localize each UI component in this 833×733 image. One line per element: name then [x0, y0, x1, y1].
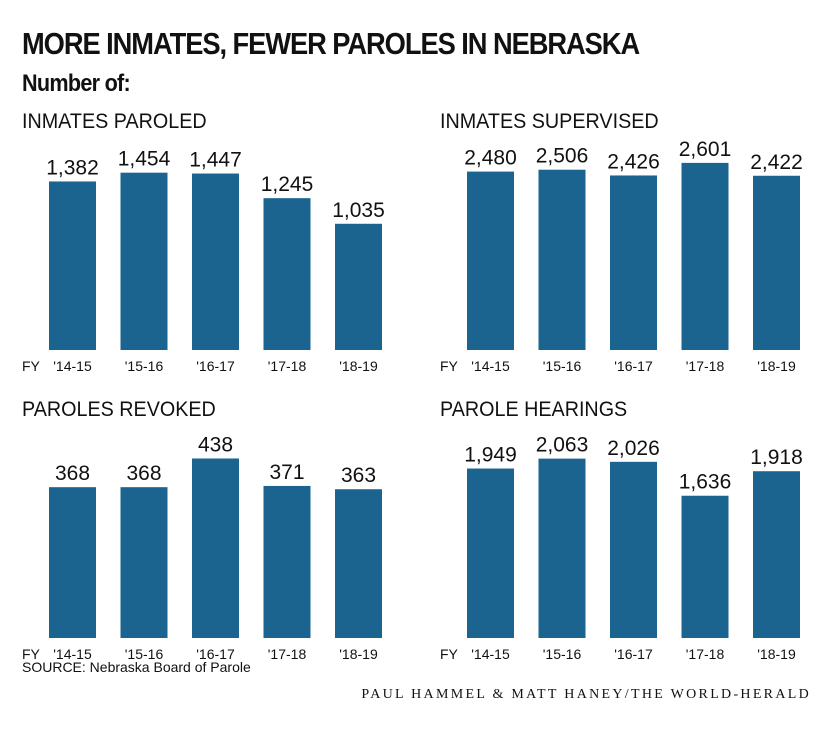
value-label-2: 1,454 [118, 148, 171, 171]
value-label-1: 1,382 [46, 156, 99, 179]
tick-label-2: '15-16 [125, 358, 164, 374]
bar-3 [192, 458, 239, 638]
tick-label-1: '14-15 [471, 358, 510, 374]
value-label-5: 2,422 [750, 151, 803, 174]
panel-inmates-supervised: INMATES SUPERVISED FY 2,480 '14-15 2,506 '15… [440, 110, 833, 380]
tick-label-2: '15-16 [125, 646, 164, 662]
value-label-4: 1,245 [261, 173, 314, 196]
source-note: SOURCE: Nebraska Board of Parole [22, 659, 251, 675]
bar-3 [610, 175, 657, 350]
bar-5 [753, 175, 800, 350]
value-label-3: 2,026 [607, 437, 660, 460]
tick-label-3: '16-17 [614, 358, 653, 374]
value-label-5: 1,035 [332, 199, 385, 222]
value-label-2: 2,063 [536, 434, 589, 457]
tick-label-3: '16-17 [614, 646, 653, 662]
tick-label-3: '16-17 [196, 646, 235, 662]
bar-4 [681, 495, 729, 638]
credit-line: PAUL HAMMEL & MATT HANEY/THE WORLD-HERAL… [361, 687, 811, 702]
bar-1 [467, 468, 514, 638]
bar-1 [49, 181, 96, 350]
tick-label-1: '14-15 [471, 646, 510, 662]
value-label-3: 1,447 [189, 149, 242, 172]
value-label-1: 1,949 [464, 444, 517, 467]
tick-label-2: '15-16 [543, 646, 582, 662]
bar-1 [467, 171, 514, 350]
tick-label-1: '14-15 [53, 646, 92, 662]
panel-paroles-revoked: PAROLES REVOKED FY 368 '14-15 368 '15-16 438 '… [22, 398, 422, 668]
panel-title: INMATES SUPERVISED [440, 110, 659, 133]
chart-subtitle: Number of: [22, 70, 131, 97]
value-label-5: 1,918 [750, 446, 803, 469]
bar-chart-inmates-supervised: FY 2,480 '14-15 2,506 '15-16 2,426 '16-17 2,601… [440, 138, 803, 374]
bar-2 [538, 169, 586, 350]
tick-label-3: '16-17 [196, 358, 235, 374]
bar-chart-paroles-revoked: FY 368 '14-15 368 '15-16 438 '16-17 371 '17-18 36… [22, 433, 382, 662]
value-label-2: 368 [126, 462, 161, 485]
bar-4 [681, 162, 729, 350]
value-label-3: 438 [198, 433, 233, 456]
tick-label-5: '18-19 [757, 646, 796, 662]
value-label-4: 1,636 [679, 471, 732, 494]
panel-title: INMATES PAROLED [22, 110, 207, 133]
tick-label-4: '17-18 [686, 646, 725, 662]
tick-label-5: '18-19 [339, 646, 378, 662]
panel-title: PAROLES REVOKED [22, 398, 216, 421]
bar-5 [753, 471, 800, 638]
value-label-4: 371 [269, 461, 304, 484]
axis-prefix-label: FY [440, 358, 459, 374]
axis-prefix-label: FY [22, 646, 41, 662]
bar-2 [120, 172, 168, 350]
value-label-4: 2,601 [679, 138, 732, 161]
chart-title: MORE INMATES, FEWER PAROLES IN NEBRASKA [22, 26, 640, 61]
panel-parole-hearings: PAROLE HEARINGS FY 1,949 '14-15 2,063 '15-16… [440, 398, 833, 668]
bar-3 [610, 461, 657, 638]
bar-2 [538, 458, 586, 638]
value-label-1: 2,480 [464, 147, 517, 170]
tick-label-4: '17-18 [268, 358, 307, 374]
tick-label-4: '17-18 [268, 646, 307, 662]
bar-5 [335, 223, 382, 350]
bar-1 [49, 487, 96, 638]
tick-label-5: '18-19 [339, 358, 378, 374]
bar-5 [335, 489, 382, 638]
bar-chart-inmates-paroled: FY 1,382 '14-15 1,454 '15-16 1,447 '16-17 1,245… [22, 148, 385, 374]
value-label-5: 363 [341, 464, 376, 487]
axis-prefix-label: FY [22, 358, 41, 374]
panel-inmates-paroled: INMATES PAROLED FY 1,382 '14-15 1,454 '15-16… [22, 110, 422, 380]
tick-label-5: '18-19 [757, 358, 796, 374]
tick-label-4: '17-18 [686, 358, 725, 374]
panel-title: PAROLE HEARINGS [440, 398, 628, 421]
bar-chart-parole-hearings: FY 1,949 '14-15 2,063 '15-16 2,026 '16-17 1,636… [440, 434, 803, 662]
bar-3 [192, 173, 239, 350]
value-label-2: 2,506 [536, 145, 589, 168]
bar-4 [263, 198, 311, 350]
value-label-3: 2,426 [607, 150, 660, 173]
bar-4 [263, 485, 311, 638]
bar-2 [120, 487, 168, 638]
value-label-1: 368 [55, 462, 90, 485]
tick-label-1: '14-15 [53, 358, 92, 374]
tick-label-2: '15-16 [543, 358, 582, 374]
axis-prefix-label: FY [440, 646, 459, 662]
